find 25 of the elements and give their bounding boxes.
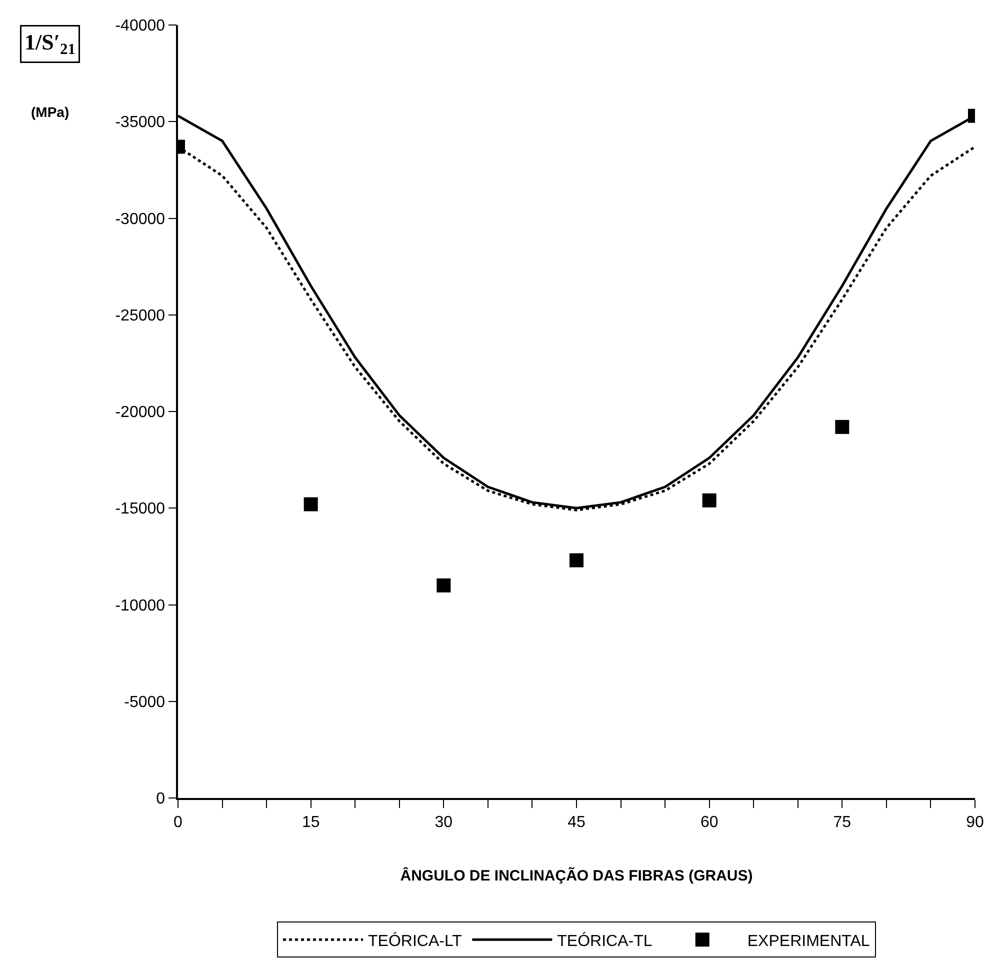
y-tick-label: -30000 (115, 210, 166, 228)
legend-label: TEÓRICA-TL (557, 932, 652, 950)
y-axis-title: 1/S′$_{21}$ (24, 30, 76, 58)
y-tick-label: -35000 (115, 114, 166, 132)
x-tick-label: 15 (302, 814, 320, 831)
x-tick-label: 90 (966, 814, 984, 831)
y-tick-label: -20000 (115, 404, 166, 422)
point (570, 553, 584, 568)
x-axis-title: ÂNGULO DE INCLINAÇÃO DAS FIBRAS (GRAUS) (400, 866, 753, 884)
point (436, 578, 451, 592)
legend-label: TEÓRICA-LT (368, 932, 462, 950)
x-tick-label: 75 (833, 814, 852, 831)
y-tick-label: -10000 (115, 597, 166, 614)
y-tick-label: 0 (156, 790, 166, 808)
legend-label: EXPERIMENTAL (747, 932, 870, 950)
y-tick-label: -15000 (115, 500, 166, 518)
point (702, 493, 716, 508)
x-tick-label: 60 (700, 814, 718, 831)
y-tick-label: -5000 (124, 694, 166, 711)
y-tick-label: -40000 (115, 18, 166, 35)
x-tick-label: 0 (174, 814, 183, 831)
y-tick-label: -25000 (115, 307, 166, 324)
x-tick-label: 30 (434, 814, 453, 831)
x-tick-label: 45 (568, 814, 586, 831)
text: (MPa) (31, 104, 70, 120)
